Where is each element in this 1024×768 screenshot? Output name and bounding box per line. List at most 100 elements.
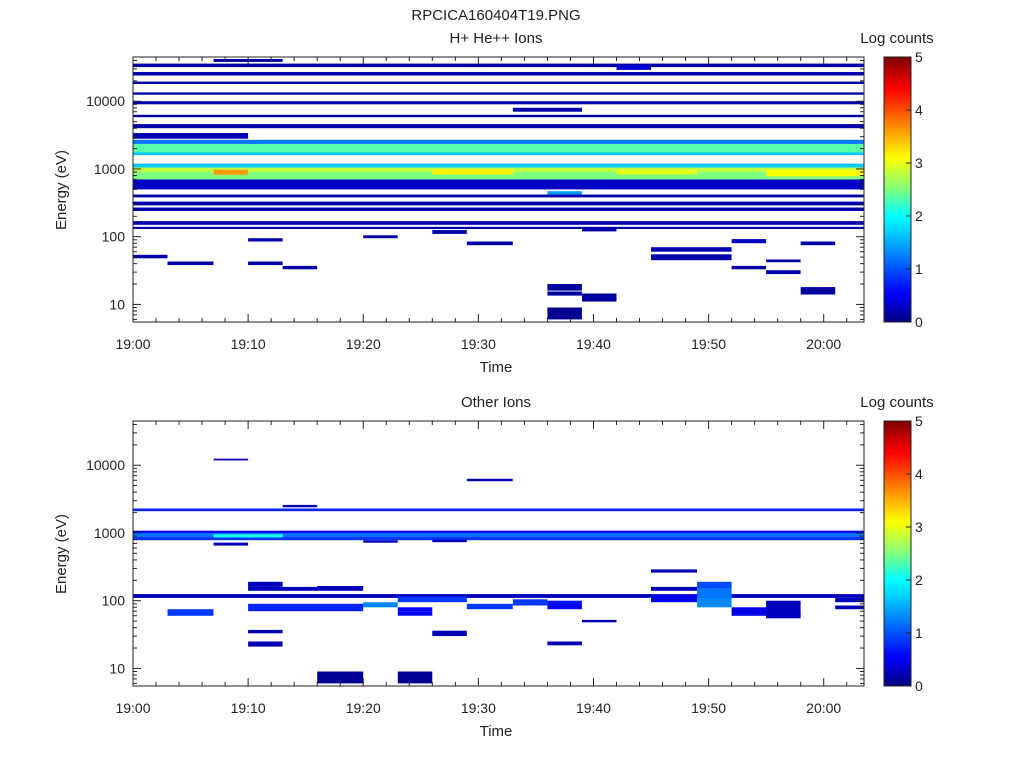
heatmap-cell (547, 600, 582, 606)
heatmap-cell (317, 586, 364, 589)
colorbar-label: Log counts (860, 30, 933, 47)
x-tick-label: 19:50 (691, 336, 726, 352)
heatmap-cells (133, 59, 864, 320)
heatmap-cell (248, 238, 283, 242)
heatmap-cell (248, 581, 283, 587)
heatmap-cell (582, 293, 617, 302)
heatmap-cell (133, 508, 864, 512)
colorbar-tick-label: 4 (915, 466, 923, 482)
heatmap-cell (248, 261, 283, 266)
heatmap-cell (616, 169, 698, 175)
heatmap-cell (248, 586, 364, 591)
heatmap-cell (213, 542, 249, 546)
heatmap-cell (547, 284, 582, 291)
x-tick-label: 19:00 (115, 336, 150, 352)
y-tick-label: 1000 (94, 525, 125, 541)
y-tick-label: 100 (102, 229, 126, 245)
heatmap-cell (651, 254, 732, 261)
heatmap-cell (697, 597, 732, 608)
heatmap-cell (133, 139, 864, 144)
heatmap-cell (133, 536, 864, 541)
heatmap-cell (133, 530, 864, 533)
x-tick-label: 20:00 (806, 700, 841, 716)
colorbar-tick-label: 0 (915, 314, 923, 330)
colorbar-ticks: 0 1 2 3 4 5 (906, 49, 923, 330)
colorbar-tick-label: 3 (915, 155, 923, 171)
x-tick-label: 19:40 (576, 336, 611, 352)
heatmap-cell (363, 235, 398, 239)
heatmap-cell (582, 227, 617, 232)
heatmap-cell (317, 671, 364, 684)
colorbar-ticks: 0 1 2 3 4 5 (906, 413, 923, 694)
heatmap-cell (547, 291, 582, 296)
heatmap-cell (466, 241, 513, 246)
y-axis-label: Energy (eV) (53, 150, 70, 230)
heatmap-cell (766, 611, 801, 616)
heatmap-cell (133, 254, 168, 259)
axis-ticks: 19:00 19:10 19:20 19:30 19:40 19:50 20:00 10 100… (86, 57, 864, 352)
heatmap-cell (133, 63, 864, 68)
heatmap-cell (133, 152, 864, 156)
x-tick-label: 19:30 (461, 336, 496, 352)
colorbar-tick-label: 3 (915, 519, 923, 535)
heatmap-cell (731, 239, 767, 244)
colorbar-tick-label: 0 (915, 678, 923, 694)
heatmap-cell (651, 569, 697, 573)
y-tick-label: 10000 (86, 457, 125, 473)
heatmap-cell (133, 594, 864, 598)
heatmap-cell (466, 478, 513, 482)
heatmap-cell (133, 72, 864, 76)
heatmap-cell (651, 595, 697, 603)
colorbar-tick-label: 2 (915, 208, 923, 224)
heatmap-cell (363, 540, 398, 543)
heatmap-cell (766, 270, 801, 275)
panel-title: H+ He++ Ions (450, 30, 543, 47)
heatmap-cell (133, 133, 249, 139)
heatmap-cell (133, 101, 864, 105)
heatmap-cell (432, 230, 467, 234)
x-tick-label: 19:40 (576, 700, 611, 716)
x-tick-label: 19:10 (231, 336, 266, 352)
heatmap-cell (512, 107, 582, 112)
heatmap-cell (582, 619, 617, 623)
colorbar (883, 420, 912, 687)
x-tick-label: 19:30 (461, 700, 496, 716)
heatmap-cell (547, 641, 582, 646)
heatmap-cell (835, 597, 864, 603)
heatmap-cell (133, 179, 864, 190)
heatmap-cell (547, 191, 582, 196)
heatmap-cell (547, 603, 582, 610)
heatmap-cell (432, 630, 467, 637)
heatmap-cell (397, 611, 433, 616)
heatmap-cell (512, 599, 548, 606)
heatmap-cell (731, 265, 767, 270)
heatmap-cell (133, 172, 864, 180)
colorbar-tick-label: 1 (915, 625, 923, 641)
heatmap-cell (766, 169, 864, 177)
colorbar-label: Log counts (860, 394, 933, 411)
panel-h-he-ions: H+ He++ Ions 19:00 19:10 19:20 19:30 19:40 19… (53, 30, 934, 376)
heatmap-cell (731, 607, 767, 616)
plot-frame (132, 56, 865, 323)
x-tick-label: 19:50 (691, 700, 726, 716)
y-tick-label: 10 (109, 296, 125, 312)
heatmap-cell (835, 605, 864, 610)
heatmap-cell (547, 307, 582, 320)
y-tick-label: 100 (102, 593, 126, 609)
heatmap-cell (432, 169, 513, 175)
heatmap-cell (133, 221, 864, 225)
heatmap-cell (133, 207, 864, 211)
heatmap-cell (800, 287, 836, 295)
heatmap-cell (133, 201, 864, 206)
x-axis-label: Time (480, 723, 513, 740)
heatmap-cell (651, 247, 732, 252)
heatmap-cell (248, 641, 283, 647)
heatmap-cell (800, 241, 836, 246)
x-tick-label: 19:20 (346, 336, 381, 352)
colorbar-tick-label: 2 (915, 572, 923, 588)
heatmap-cell (397, 607, 433, 612)
heatmap-cell (282, 504, 318, 508)
heatmap-cell (697, 581, 732, 589)
colorbar (883, 56, 912, 323)
